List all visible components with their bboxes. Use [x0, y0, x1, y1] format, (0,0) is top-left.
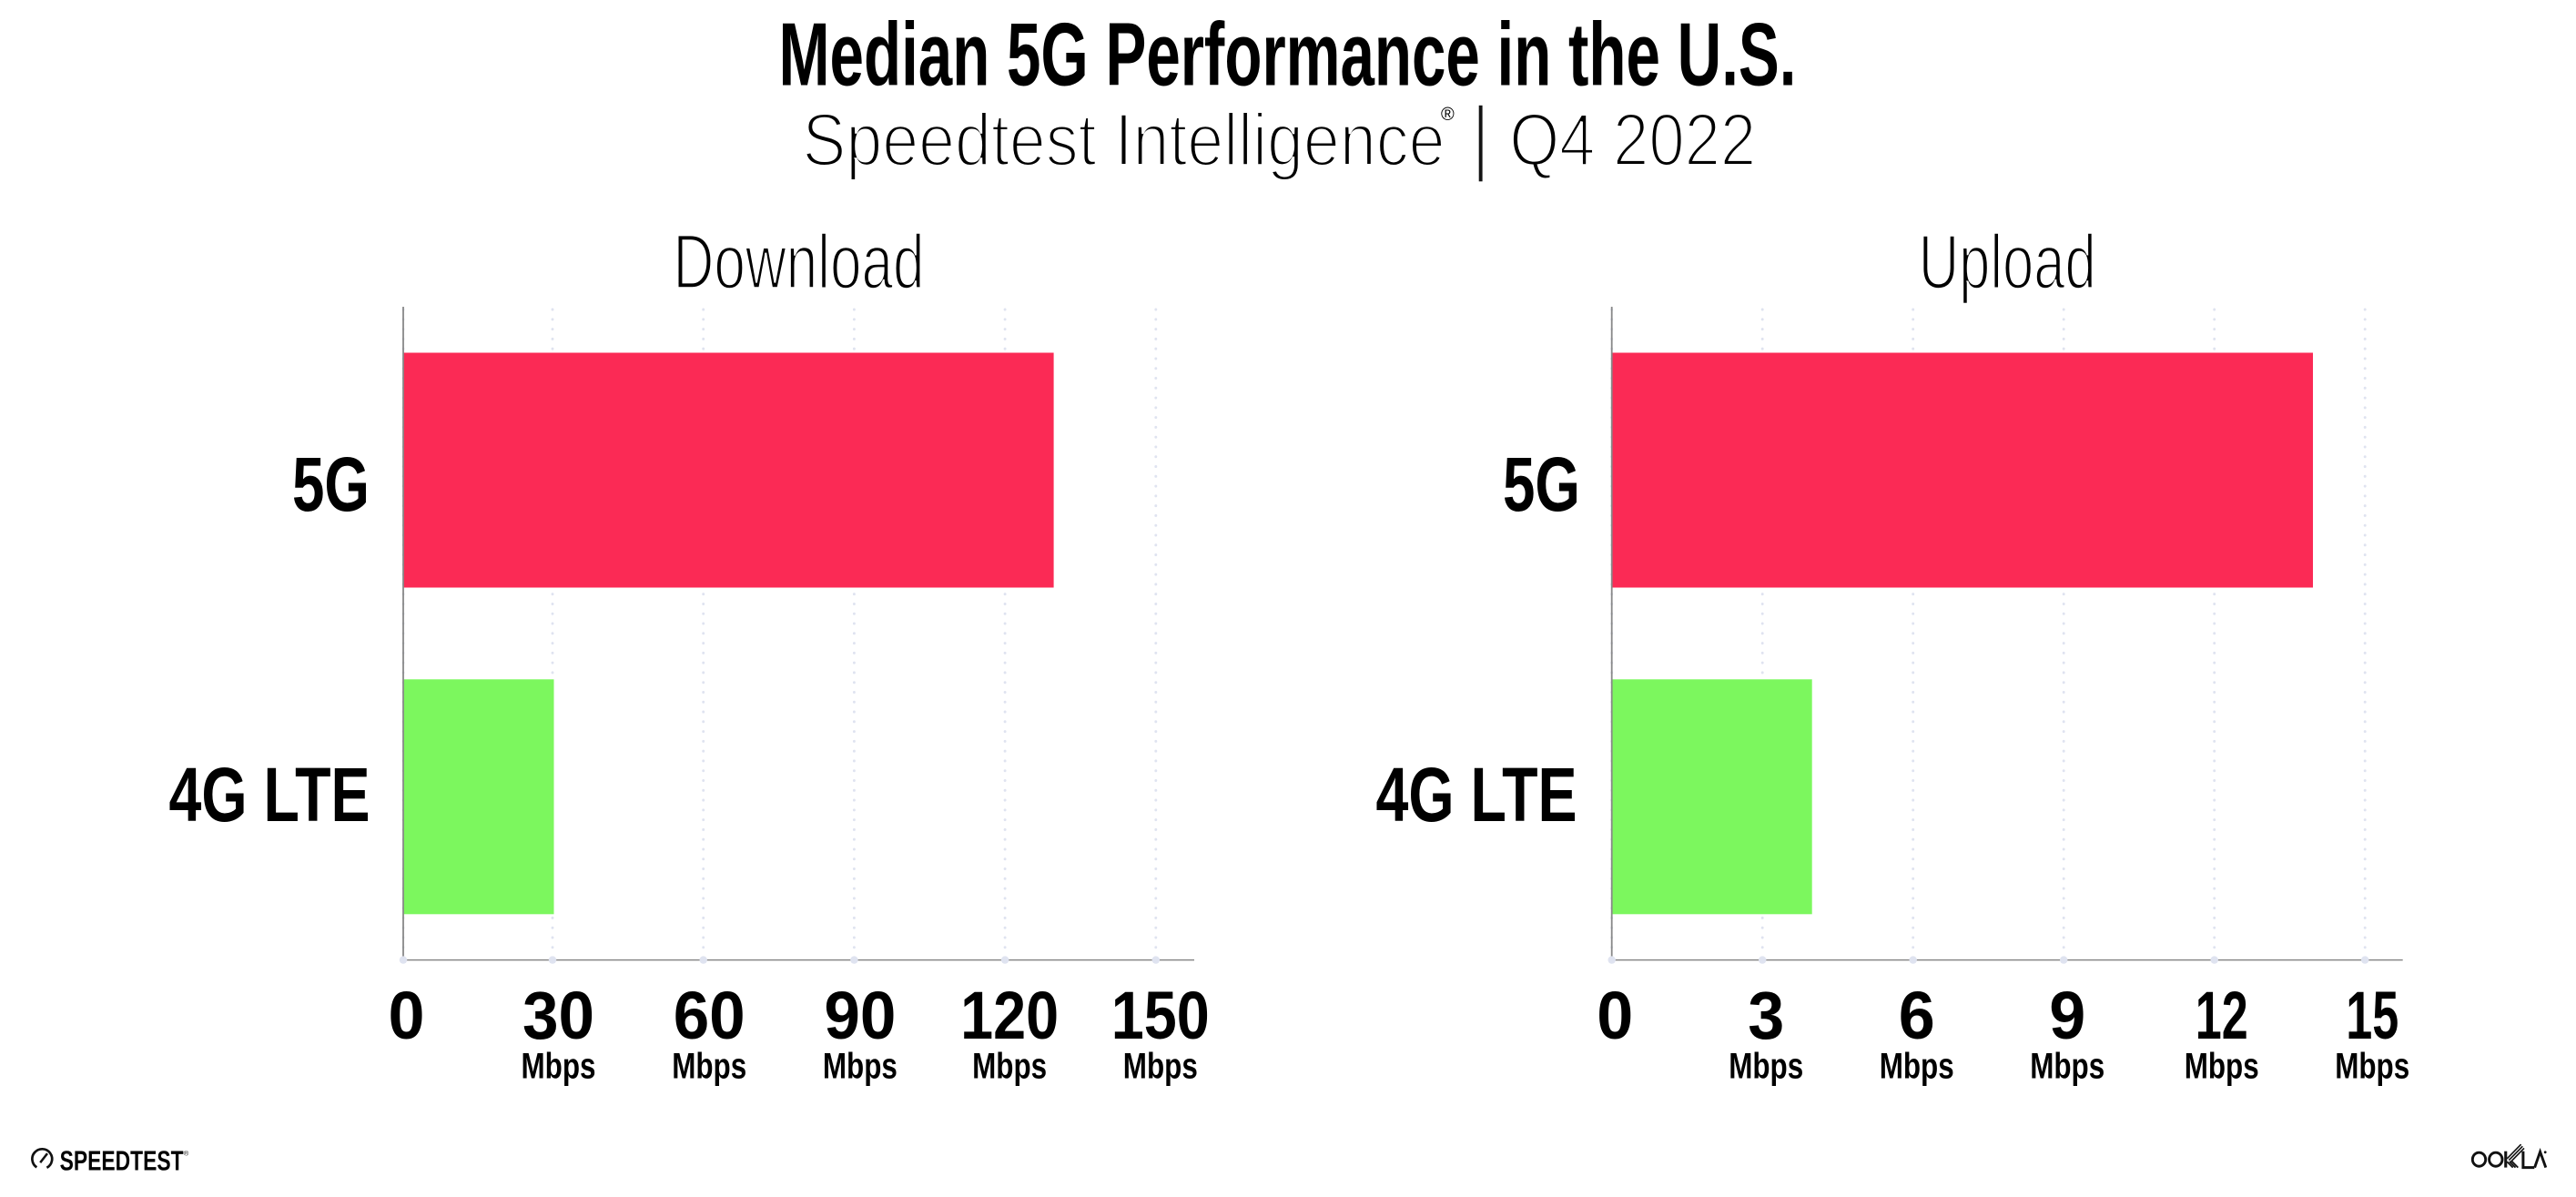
svg-text:Mbps: Mbps	[1880, 1047, 1954, 1087]
svg-text:Q4 2022: Q4 2022	[1509, 98, 1756, 181]
svg-text:Mbps: Mbps	[672, 1047, 746, 1087]
svg-text:6: 6	[1899, 978, 1935, 1053]
svg-text:0: 0	[389, 978, 425, 1053]
svg-text:90: 90	[824, 978, 896, 1053]
svg-text:SPEEDTEST: SPEEDTEST	[60, 1144, 184, 1176]
svg-text:30: 30	[522, 978, 594, 1053]
svg-text:9: 9	[2049, 978, 2085, 1053]
svg-text:5G: 5G	[1503, 441, 1580, 527]
svg-text:Median 5G Performance in the U: Median 5G Performance in the U.S.	[779, 4, 1797, 104]
svg-text:0: 0	[1597, 978, 1633, 1053]
svg-text:60: 60	[674, 978, 745, 1053]
svg-text:Upload: Upload	[1919, 219, 2096, 305]
svg-text:Download: Download	[674, 219, 925, 305]
svg-text:150: 150	[1111, 978, 1210, 1053]
svg-text:Mbps: Mbps	[2030, 1047, 2104, 1087]
svg-text:4G LTE: 4G LTE	[169, 752, 370, 837]
svg-text:Mbps: Mbps	[972, 1047, 1047, 1087]
svg-text:15: 15	[2346, 978, 2399, 1053]
svg-text:®: ®	[184, 1150, 189, 1158]
svg-text:Mbps: Mbps	[522, 1047, 596, 1087]
svg-text:3: 3	[1748, 978, 1784, 1053]
svg-text:®: ®	[1441, 105, 1455, 125]
svg-text:5G: 5G	[292, 441, 370, 527]
svg-text:12: 12	[2196, 978, 2248, 1053]
svg-text:Mbps: Mbps	[1123, 1047, 1198, 1087]
svg-text:120: 120	[960, 978, 1059, 1053]
svg-text:Mbps: Mbps	[1729, 1047, 1803, 1087]
svg-text:4G LTE: 4G LTE	[1376, 752, 1577, 837]
svg-text:Mbps: Mbps	[823, 1047, 898, 1087]
svg-text:Mbps: Mbps	[2185, 1047, 2259, 1087]
svg-text:Mbps: Mbps	[2335, 1047, 2409, 1087]
svg-text:Speedtest Intelligence: Speedtest Intelligence	[803, 98, 1445, 181]
